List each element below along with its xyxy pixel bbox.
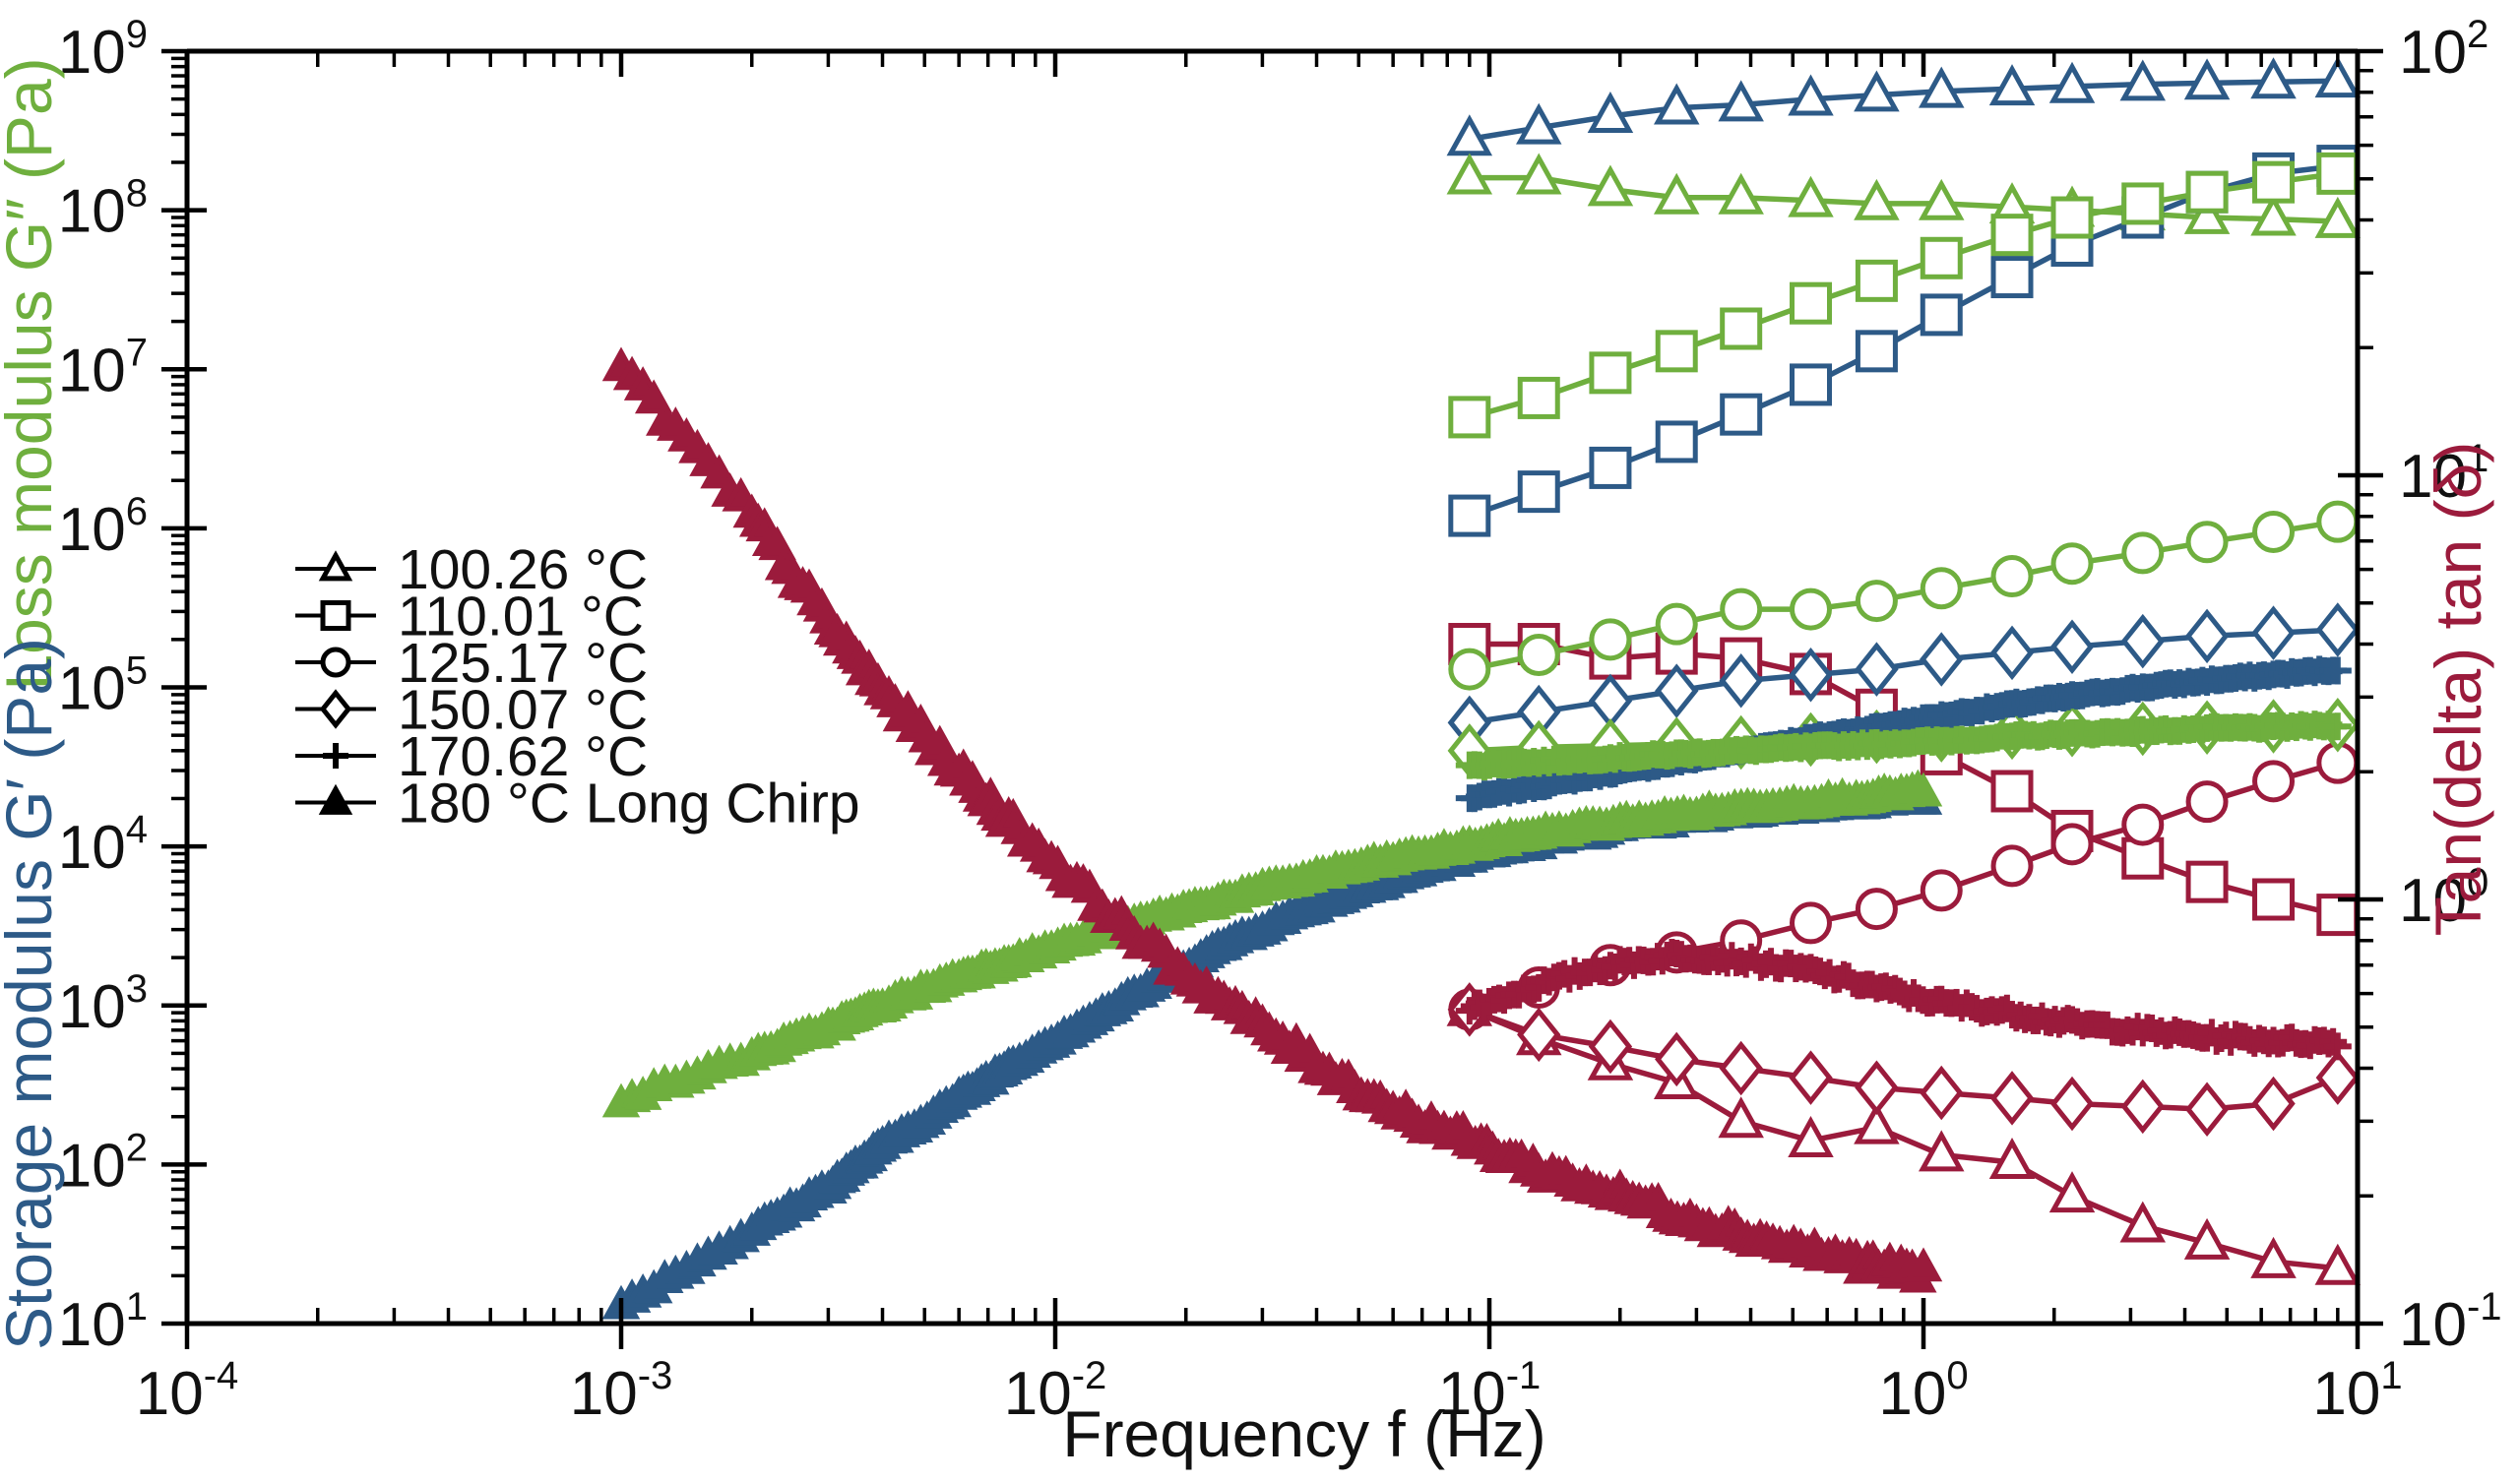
tick-labels-layer: 10-4 10-3 10-2 10-1 100 101 101 102 103 104 105 106… [58, 13, 2502, 1428]
legend-item[interactable]: 150.07 °C [295, 679, 648, 742]
legend-label: 100.26 °C [398, 538, 648, 601]
legend-item[interactable]: 100.26 °C [295, 538, 648, 601]
series-11 [1447, 982, 2361, 1138]
x-tick-label: 100 [1878, 1354, 1968, 1428]
y-tick-label-left: 108 [58, 172, 148, 246]
y-tick-label-right: 100 [2399, 861, 2488, 935]
legend-label: 110.01 °C [398, 586, 644, 649]
y-tick-label-left: 107 [58, 331, 148, 404]
legend-item[interactable]: 180 °C Long Chirp [295, 772, 860, 835]
y-tick-label-right: 10-1 [2399, 1285, 2502, 1359]
x-axis-title: Frequency f (Hz) [1062, 1397, 1545, 1470]
series-14 [1455, 939, 2352, 1061]
legend-marker-icon [320, 647, 351, 678]
series-4 [1448, 152, 2360, 439]
legend-label: 150.07 °C [398, 679, 648, 742]
x-tick-label: 10-2 [1004, 1354, 1107, 1428]
x-tick-label: 10-4 [136, 1354, 239, 1428]
y-tick-label-left: 101 [58, 1285, 148, 1359]
legend-marker-icon [319, 689, 352, 729]
legend-item[interactable]: 170.62 °C [295, 725, 648, 788]
y-tick-label-left: 104 [58, 808, 148, 882]
legend-label: 125.17 °C [398, 632, 648, 695]
y-tick-label-left: 103 [58, 967, 148, 1041]
y-tick-label-left: 102 [58, 1126, 148, 1200]
legend-marker-icon [318, 550, 353, 582]
y-tick-label-right: 101 [2399, 437, 2488, 511]
legend-marker-icon [320, 600, 351, 631]
y-tick-label-right: 102 [2399, 13, 2488, 87]
legend-item[interactable]: 110.01 °C [295, 586, 644, 649]
legend-label: 170.62 °C [398, 725, 648, 788]
x-tick-label: 101 [2312, 1354, 2402, 1428]
data-series-layer [601, 56, 2362, 1320]
series-13 [1455, 711, 2352, 781]
legend-marker-icon [323, 743, 348, 769]
series-7 [1448, 500, 2360, 691]
y-tick-label-left: 109 [58, 13, 148, 87]
legend-marker-icon [318, 783, 353, 815]
legend-item[interactable]: 125.17 °C [295, 632, 648, 695]
series-17 [601, 346, 1943, 1293]
y-axis-title-storage-modulus: Storage modulus G′ (Pa) [0, 638, 65, 1350]
y-tick-label-left: 105 [58, 649, 148, 723]
legend-label: 180 °C Long Chirp [398, 772, 860, 835]
x-tick-label: 10-1 [1438, 1354, 1542, 1428]
y-axis-title-loss-modulus: Loss modulus G″ (Pa) [0, 57, 65, 690]
x-tick-label: 10-3 [570, 1354, 673, 1428]
series-0 [1446, 56, 2362, 156]
series-9 [1447, 602, 2361, 751]
y-tick-label-left: 106 [58, 490, 148, 564]
series-16 [601, 769, 1943, 1118]
y-axis-title-tan-delta: Tan(delta) tan (δ) [2422, 442, 2494, 937]
axes-layer [161, 48, 2383, 1349]
